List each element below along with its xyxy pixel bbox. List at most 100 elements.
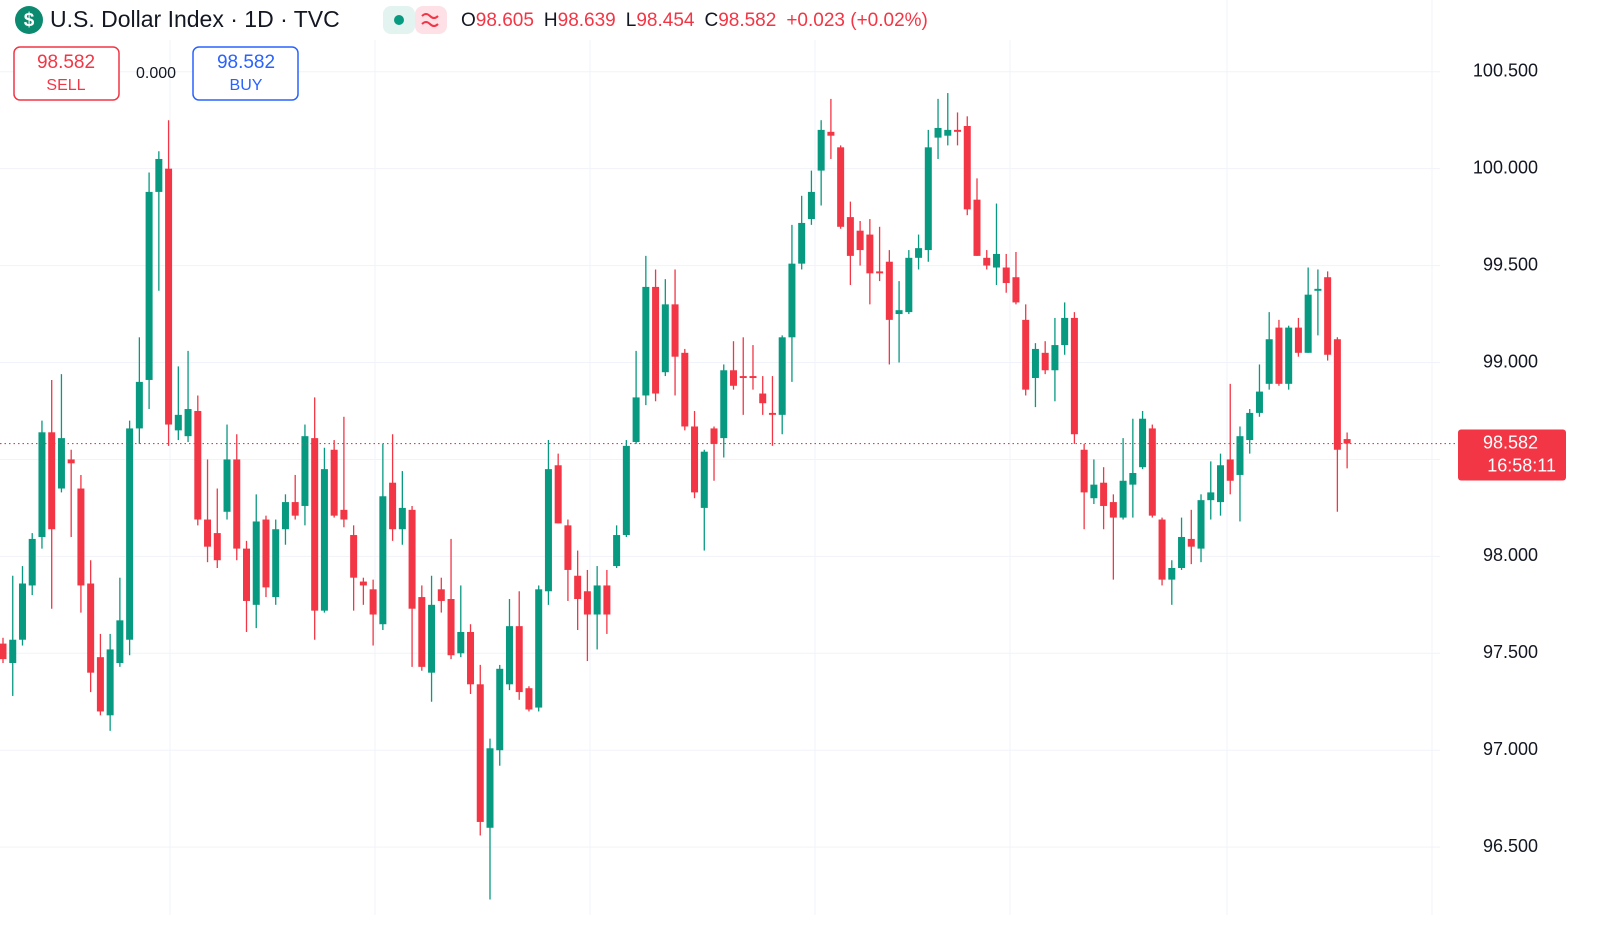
ohlc-value: 98.454 <box>636 10 695 31</box>
candle-body <box>632 397 640 442</box>
candle-body <box>671 304 679 357</box>
candle-body <box>213 533 221 561</box>
candle-body <box>1226 459 1234 481</box>
candle-body <box>856 230 864 251</box>
candle-body <box>1217 465 1224 503</box>
candles <box>0 93 1351 900</box>
sell-price: 98.582 <box>37 52 95 73</box>
candle-body <box>262 519 270 588</box>
y-tick-label: 97.000 <box>1483 739 1538 759</box>
candle-body <box>1031 348 1039 379</box>
candle-body <box>700 451 708 508</box>
candle-body <box>1129 473 1137 485</box>
candle-body <box>1022 319 1030 390</box>
candle-body <box>807 191 815 220</box>
candle-body <box>272 529 280 598</box>
candle-body <box>340 509 348 520</box>
candle-body <box>18 583 26 640</box>
candle-body <box>174 414 182 431</box>
spread: 0.000 <box>136 65 176 82</box>
candle-body <box>515 626 523 693</box>
candle-body <box>155 158 163 192</box>
candle-body <box>885 261 893 320</box>
candle-body <box>827 131 835 136</box>
candle-body <box>467 631 475 685</box>
candle-body <box>379 496 387 625</box>
candle-body <box>505 626 513 685</box>
candle-body <box>1197 500 1205 549</box>
candle-body <box>973 199 981 256</box>
candle-body <box>389 482 397 530</box>
candle-body <box>720 370 728 439</box>
overlay: 96.50097.00097.50098.00098.50099.00099.5… <box>0 60 1566 856</box>
candle-body <box>798 222 806 264</box>
candle-body <box>934 127 942 138</box>
candle-body <box>320 469 328 611</box>
candle-body <box>1109 502 1117 518</box>
header-bg <box>0 0 1040 40</box>
candle-body <box>876 271 884 274</box>
candle-body <box>369 589 377 615</box>
candle-body <box>574 575 582 600</box>
candle-body <box>593 585 601 615</box>
candle-body <box>1148 428 1156 516</box>
candle-body <box>759 393 767 404</box>
price-tag-value: 98.582 <box>1483 432 1538 452</box>
candle-body <box>1314 288 1322 291</box>
y-tick-label: 99.000 <box>1483 351 1538 371</box>
price-tag-countdown: 16:58:11 <box>1487 455 1556 475</box>
candle-body <box>622 445 630 536</box>
candle-body <box>983 257 991 266</box>
candle-body <box>1070 317 1078 435</box>
y-tick-label: 99.500 <box>1483 254 1538 274</box>
candle-body <box>583 591 591 615</box>
candle-body <box>126 428 134 640</box>
ohlc-value: 98.605 <box>476 10 534 31</box>
candle-body <box>1158 519 1166 580</box>
candle-body <box>710 428 718 444</box>
candle-body <box>681 352 689 427</box>
y-tick-label: 98.000 <box>1483 545 1538 565</box>
symbol-icon-bg <box>15 6 43 34</box>
candle-body <box>1012 277 1020 303</box>
candle-body <box>895 310 903 315</box>
candle-body <box>788 263 796 338</box>
candle-body <box>418 597 426 667</box>
candle-body <box>1255 391 1263 413</box>
candle-body <box>194 410 202 520</box>
candle-body <box>0 643 7 660</box>
candle-body <box>1100 482 1108 506</box>
candle-body <box>525 688 533 710</box>
candle-body <box>691 426 699 493</box>
candle-body <box>613 535 621 567</box>
candle-body <box>457 631 465 654</box>
candle-body <box>204 519 212 547</box>
buy-button[interactable] <box>192 46 299 101</box>
delay-icon <box>421 13 439 27</box>
candle-body <box>1207 492 1215 501</box>
candle-body <box>252 521 260 605</box>
candle-body <box>944 129 952 136</box>
candle-body <box>67 459 75 464</box>
buy-price: 98.582 <box>217 52 275 73</box>
candle-body <box>603 585 611 615</box>
candle-body <box>1187 538 1195 547</box>
candle-body <box>905 257 913 313</box>
sell-label: SELL <box>46 77 85 94</box>
ohlc-value: 98.639 <box>558 10 616 31</box>
candle-body <box>535 589 543 708</box>
candle-body <box>1236 436 1244 475</box>
status-dot <box>394 15 404 25</box>
candle-body <box>135 381 143 429</box>
candle-body <box>837 147 845 227</box>
candle-body <box>408 509 416 609</box>
candle-body <box>739 376 747 379</box>
candle-body <box>28 538 36 586</box>
candle-body <box>1178 536 1186 568</box>
sell-button[interactable] <box>13 46 120 101</box>
candle-body <box>165 168 173 425</box>
candle-body <box>116 620 124 663</box>
candle-body <box>447 599 455 656</box>
delay-pill[interactable] <box>415 6 447 34</box>
ohlc-key: L <box>626 10 637 31</box>
